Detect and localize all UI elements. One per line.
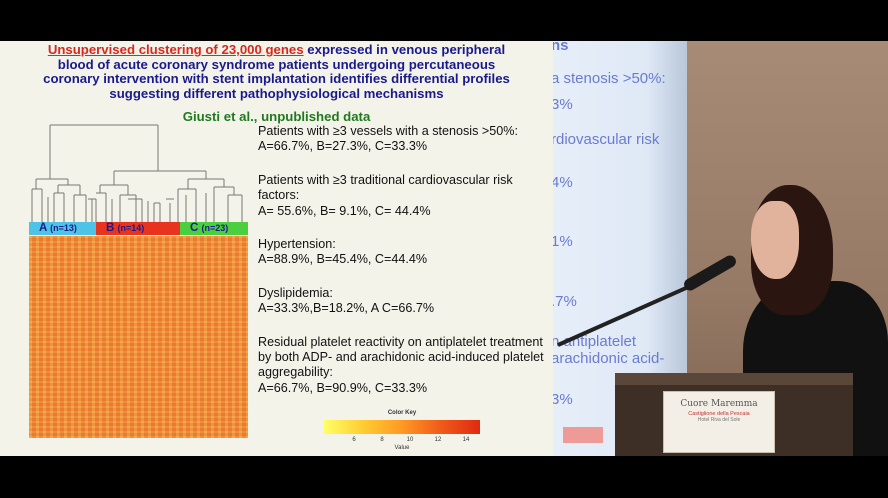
screen-text-fragment: a stenosis >50%: <box>553 70 666 87</box>
podium-subtitle-2: Hotel Riva del Sole <box>697 417 741 423</box>
title-line1-rest: expressed in venous peripheral <box>303 42 506 57</box>
screen-text-fragment: 3% <box>553 96 573 113</box>
cluster-n-c: (n=23) <box>201 223 229 233</box>
finding-heading: Dyslipidemia: <box>258 285 333 300</box>
color-key-gradient <box>324 420 480 434</box>
dendrogram <box>31 124 243 223</box>
finding-heading: Hypertension: <box>258 237 336 252</box>
finding-values: A=66.7%, B=90.9%, C=33.3% <box>258 380 428 395</box>
finding-heading: Residual platelet reactivity on antiplat… <box>258 334 544 380</box>
finding-dyslipidemia: Dyslipidemia: A=33.3%,B=18.2%, A C=66.7% <box>258 286 553 317</box>
slide-title: Unsupervised clustering of 23,000 genes … <box>0 42 553 101</box>
slide-title-line-4: suggesting different pathophysiological … <box>109 85 444 101</box>
cluster-letter-c: C <box>190 222 199 234</box>
color-key-legend: Color Key 6 8 10 12 14 Value <box>324 406 480 456</box>
podium-plaque: Cuore Maremma Castiglione della Pescaia … <box>663 391 775 453</box>
screen-text-fragment: .7% <box>553 293 577 310</box>
title-highlight: Unsupervised clustering of 23,000 genes <box>47 42 304 57</box>
finding-values: A= 55.6%, B= 9.1%, C= 44.4% <box>258 203 431 218</box>
color-key-tick: 10 <box>406 437 414 443</box>
color-key-tick: 6 <box>352 437 356 443</box>
podium-subtitle: Castiglione della Pescaia <box>688 411 750 417</box>
finding-values: A=88.9%, B=45.4%, C=44.4% <box>258 252 428 267</box>
cluster-n-a: (n=13) <box>50 223 77 233</box>
finding-platelet-reactivity: Residual platelet reactivity on antiplat… <box>258 335 553 397</box>
cluster-label-b: B (n=14) <box>96 222 180 235</box>
color-key-tick: 14 <box>462 437 470 443</box>
gene-expression-heatmap <box>29 236 248 438</box>
cluster-n-b: (n=14) <box>117 223 145 233</box>
color-key-xlabel: Value <box>394 445 410 451</box>
cluster-label-a: A (n=13) <box>29 222 96 235</box>
finding-values: A=33.3%,B=18.2%, A C=66.7% <box>258 301 435 316</box>
cluster-label-c: C (n=23) <box>180 222 248 235</box>
screen-highlight-bar <box>563 427 603 443</box>
cluster-letter-b: B <box>106 222 115 234</box>
finding-hypertension: Hypertension: A=88.9%, B=45.4%, C=44.4% <box>258 237 553 268</box>
speaker-photo: ns a stenosis >50%: 3% rdiovascular risk… <box>553 41 888 456</box>
screen-text-fragment: 1% <box>553 233 573 250</box>
slide-title-line-1: Unsupervised clustering of 23,000 genes … <box>0 42 553 58</box>
screen-text-fragment: ns <box>553 41 569 54</box>
slide-title-line-2: blood of acute coronary syndrome patient… <box>57 56 496 72</box>
finding-values: A=66.7%, B=27.3%, C=33.3% <box>258 139 428 154</box>
presentation-slide: Unsupervised clustering of 23,000 genes … <box>0 41 553 456</box>
color-key-tick: 12 <box>434 437 442 443</box>
screen-text-fragment: 4% <box>553 174 573 191</box>
slide-title-line-3: coronary intervention with stent implant… <box>43 71 510 87</box>
speaker-face <box>751 201 799 279</box>
screen-text-fragment: 3% <box>553 391 573 408</box>
screen-text-fragment: arachidonic acid- <box>553 350 665 367</box>
finding-risk-factors: Patients with ≥3 traditional cardiovascu… <box>258 173 553 219</box>
finding-heading: Patients with ≥3 vessels with a stenosis… <box>258 124 518 138</box>
podium-title: Cuore Maremma <box>680 399 758 409</box>
cluster-letter-a: A <box>39 222 47 234</box>
finding-stenosis: Patients with ≥3 vessels with a stenosis… <box>258 124 553 155</box>
podium-top <box>615 373 853 385</box>
color-key-title: Color Key <box>387 410 417 416</box>
citation: Giusti et al., unpublished data <box>182 109 371 124</box>
findings-list: Patients with ≥3 vessels with a stenosis… <box>258 124 553 414</box>
finding-heading: Patients with ≥3 traditional cardiovascu… <box>258 172 513 203</box>
screen-text-fragment: rdiovascular risk <box>553 131 660 148</box>
color-key-tick: 8 <box>380 437 384 443</box>
